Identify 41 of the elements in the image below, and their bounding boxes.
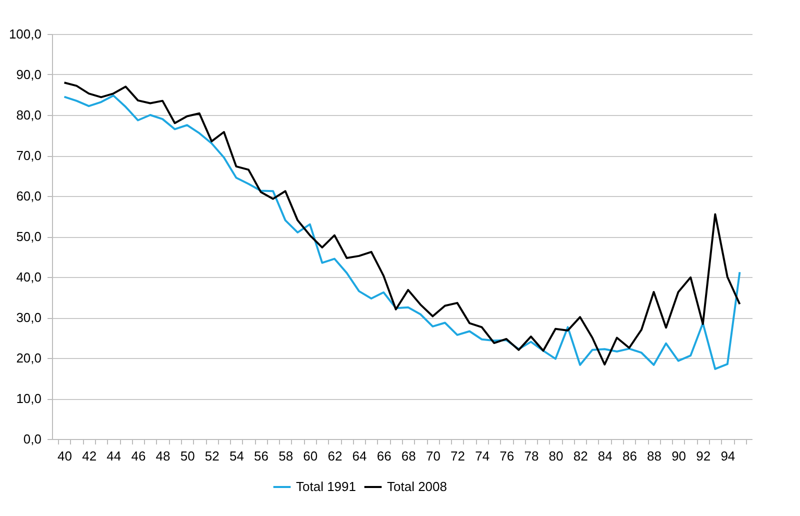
y-tick-label: 20,0 — [16, 350, 42, 366]
legend-label: Total 1991 — [296, 479, 356, 494]
x-tick-label: 88 — [647, 448, 662, 464]
x-tick-label: 40 — [58, 448, 72, 464]
legend-label: Total 2008 — [387, 479, 447, 494]
x-tick-label: 48 — [156, 448, 170, 464]
x-tick-label: 76 — [500, 448, 514, 464]
x-tick-label: 42 — [82, 448, 97, 464]
x-tick-label: 46 — [131, 448, 146, 464]
x-tick-label: 56 — [254, 448, 269, 464]
x-tick-label: 74 — [475, 448, 490, 464]
x-tick-label: 80 — [548, 448, 564, 464]
y-tick-label: 50,0 — [16, 229, 42, 244]
y-tick-label: 40,0 — [16, 270, 42, 284]
x-tick-label: 90 — [672, 448, 686, 464]
x-tick-label: 84 — [598, 448, 612, 464]
x-tick-label: 60 — [303, 448, 318, 464]
y-tick-label: 60,0 — [16, 188, 42, 204]
x-tick-label: 72 — [450, 448, 465, 464]
y-tick-label: 90,0 — [16, 67, 42, 82]
x-tick-label: 50 — [180, 448, 195, 464]
x-tick-label: 92 — [696, 448, 711, 464]
x-tick-label: 58 — [278, 448, 294, 464]
x-tick-label: 44 — [106, 448, 122, 464]
y-tick-label: 30,0 — [16, 310, 42, 325]
y-tick-label: 70,0 — [16, 148, 42, 163]
x-tick-label: 52 — [204, 448, 220, 464]
x-tick-label: 70 — [426, 448, 440, 464]
x-tick-label: 78 — [524, 448, 539, 464]
x-tick-label: 66 — [376, 448, 392, 464]
y-tick-label: 0,0 — [23, 432, 42, 446]
x-tick-label: 82 — [573, 448, 588, 464]
x-tick-label: 54 — [229, 448, 244, 464]
x-tick-label: 86 — [622, 448, 637, 464]
x-tick-label: 68 — [401, 448, 416, 464]
y-tick-label: 10,0 — [16, 391, 42, 406]
y-tick-label: 80,0 — [16, 108, 42, 122]
x-tick-label: 62 — [328, 448, 342, 464]
x-tick-label: 64 — [352, 448, 367, 464]
y-tick-label: 100,0 — [8, 26, 42, 42]
x-tick-label: 94 — [720, 448, 736, 464]
